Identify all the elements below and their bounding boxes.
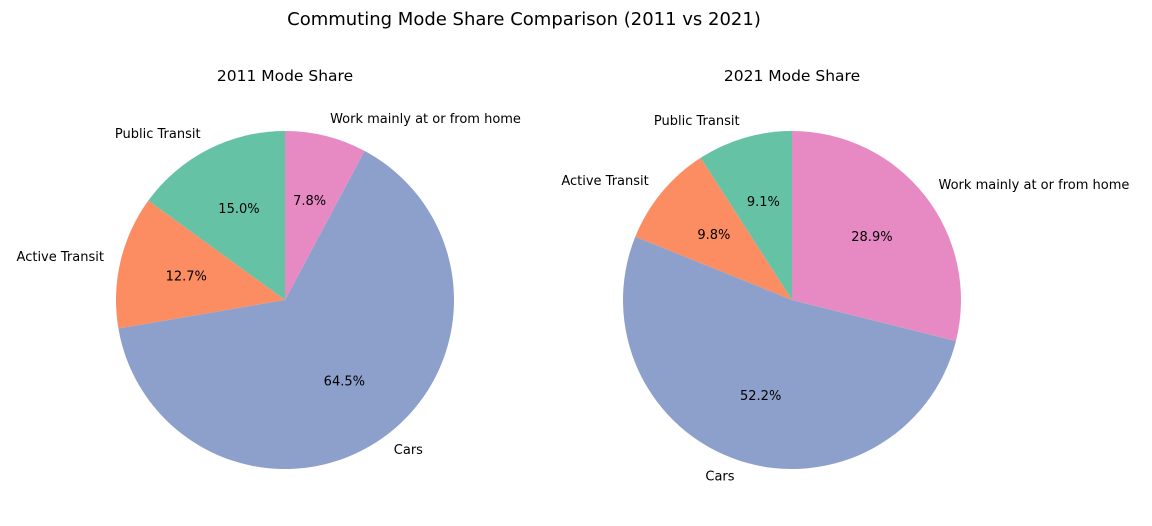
pie-chart-2011: 15.0% Public Transit 12.7% Active Transit 64… [17, 67, 521, 470]
pie-slice-2021-cars [623, 236, 956, 469]
pie-category-label-2021-cars: Cars [705, 469, 734, 484]
pie-category-label-2021-active-transit: Active Transit [561, 174, 648, 189]
pie-slice-2021-public-transit [700, 131, 792, 300]
pie-title-2021: 2021 Mode Share [724, 67, 860, 85]
pie-slice-2021-work-mainly-at-or-from-home [792, 131, 962, 341]
pie-pct-label-2021-work-mainly-at-or-from-home: 28.9% [851, 230, 892, 245]
figure-title: Commuting Mode Share Comparison (2011 vs… [287, 9, 761, 30]
pie-chart-2021: 9.1% Public Transit 9.8% Active Transit 52.2… [561, 67, 1129, 484]
pie-category-label-2021-work-mainly-at-or-from-home: Work mainly at or from home [939, 178, 1130, 193]
pie-category-label-2011-public-transit: Public Transit [115, 127, 201, 142]
pie-pct-label-2011-active-transit: 12.7% [166, 269, 207, 284]
pie-pct-label-2011-work-mainly-at-or-from-home: 7.8% [293, 194, 326, 209]
pie-pct-label-2021-public-transit: 9.1% [747, 195, 780, 210]
pie-category-label-2011-work-mainly-at-or-from-home: Work mainly at or from home [330, 112, 521, 127]
pie-slice-2011-public-transit [148, 131, 285, 300]
pie-title-2011: 2011 Mode Share [217, 67, 353, 85]
pie-slice-2011-active-transit [116, 200, 286, 329]
pie-pct-label-2021-cars: 52.2% [740, 389, 781, 404]
pie-category-label-2021-public-transit: Public Transit [654, 114, 740, 129]
pie-category-label-2011-cars: Cars [394, 443, 423, 458]
pie-slice-2011-cars [118, 150, 455, 470]
pie-pct-label-2011-public-transit: 15.0% [218, 202, 259, 217]
pie-slice-2011-work-mainly-at-or-from-home [285, 131, 365, 300]
pie-slice-2021-active-transit [635, 157, 792, 300]
pie-pct-label-2011-cars: 64.5% [324, 375, 365, 390]
pie-pct-label-2021-active-transit: 9.8% [697, 228, 730, 243]
pie-category-label-2011-active-transit: Active Transit [17, 250, 104, 265]
